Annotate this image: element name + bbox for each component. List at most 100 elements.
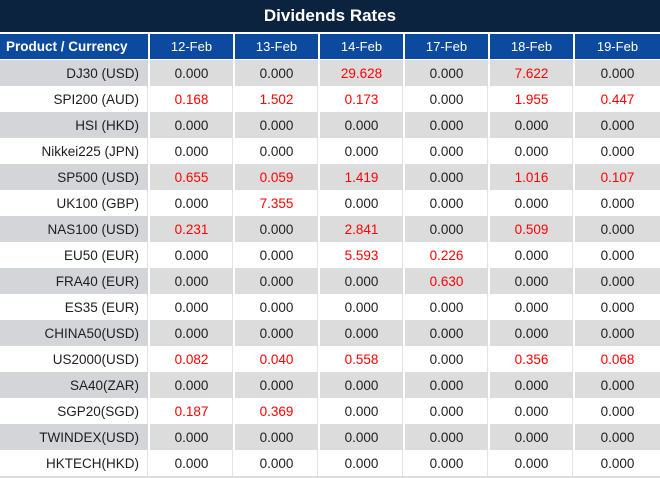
rate-value: 0.000 (490, 190, 575, 216)
product-label: EU50 (EUR) (0, 242, 150, 268)
rate-value: 0.000 (150, 450, 235, 476)
rate-value: 0.168 (150, 86, 235, 112)
table-row: ES35 (EUR) 0.000 0.000 0.000 0.000 0.000… (0, 294, 660, 320)
rate-value: 0.000 (150, 294, 235, 320)
rate-value: 0.000 (575, 138, 660, 164)
rate-value: 0.187 (150, 398, 235, 424)
rate-value: 0.000 (405, 112, 490, 138)
product-label: CHINA50(USD) (0, 320, 150, 346)
rate-value: 0.000 (235, 268, 320, 294)
table-row: HSI (HKD) 0.000 0.000 0.000 0.000 0.000 … (0, 112, 660, 138)
table-title: Dividends Rates (263, 6, 397, 25)
rate-value: 0.000 (320, 450, 405, 476)
product-label: DJ30 (USD) (0, 60, 150, 86)
product-label: SGP20(SGD) (0, 398, 150, 424)
rate-value: 0.000 (490, 424, 575, 450)
rate-value: 0.000 (405, 320, 490, 346)
product-label: SP500 (USD) (0, 164, 150, 190)
rate-value: 0.000 (575, 450, 660, 476)
rate-value: 7.622 (490, 60, 575, 86)
rate-value: 0.226 (405, 242, 490, 268)
rate-value: 2.841 (320, 216, 405, 242)
rate-value: 0.000 (235, 112, 320, 138)
product-label: ES35 (EUR) (0, 294, 150, 320)
next-row-edge (0, 476, 660, 478)
rate-value: 0.000 (405, 86, 490, 112)
rate-value: 0.000 (490, 320, 575, 346)
rate-value: 0.000 (405, 60, 490, 86)
rate-value: 0.000 (405, 164, 490, 190)
column-header-date: 19-Feb (575, 34, 660, 60)
rate-value: 0.000 (405, 424, 490, 450)
product-label: SPI200 (AUD) (0, 86, 150, 112)
table-row: SGP20(SGD) 0.187 0.369 0.000 0.000 0.000… (0, 398, 660, 424)
rate-value: 0.000 (320, 398, 405, 424)
rate-value: 0.000 (490, 294, 575, 320)
rate-value: 0.000 (150, 320, 235, 346)
product-label: HKTECH(HKD) (0, 450, 150, 476)
rate-value: 0.000 (490, 450, 575, 476)
product-label: FRA40 (EUR) (0, 268, 150, 294)
rate-value: 0.000 (235, 372, 320, 398)
rate-value: 0.000 (575, 268, 660, 294)
table-row: SA40(ZAR) 0.000 0.000 0.000 0.000 0.000 … (0, 372, 660, 398)
table-row: DJ30 (USD) 0.000 0.000 29.628 0.000 7.62… (0, 60, 660, 86)
rate-value: 0.000 (405, 138, 490, 164)
rate-value: 1.419 (320, 164, 405, 190)
rate-value: 0.000 (235, 320, 320, 346)
rate-value: 0.000 (575, 60, 660, 86)
rate-value: 0.000 (235, 60, 320, 86)
rate-value: 0.000 (575, 424, 660, 450)
rate-value: 0.000 (150, 190, 235, 216)
rate-value: 0.040 (235, 346, 320, 372)
rate-value: 0.000 (320, 424, 405, 450)
table-row: UK100 (GBP) 0.000 7.355 0.000 0.000 0.00… (0, 190, 660, 216)
rate-value: 0.000 (150, 60, 235, 86)
rate-value: 0.000 (235, 138, 320, 164)
header-row: Product / Currency 12-Feb 13-Feb 14-Feb … (0, 34, 660, 60)
table-row: FRA40 (EUR) 0.000 0.000 0.000 0.630 0.00… (0, 268, 660, 294)
rate-value: 0.000 (235, 242, 320, 268)
product-label: HSI (HKD) (0, 112, 150, 138)
table-row: HKTECH(HKD) 0.000 0.000 0.000 0.000 0.00… (0, 450, 660, 476)
rate-value: 0.000 (575, 216, 660, 242)
table-row: SPI200 (AUD) 0.168 1.502 0.173 0.000 1.9… (0, 86, 660, 112)
rate-value: 0.558 (320, 346, 405, 372)
rate-value: 0.000 (405, 346, 490, 372)
rate-value: 0.000 (150, 372, 235, 398)
product-label: SA40(ZAR) (0, 372, 150, 398)
rate-value: 0.000 (575, 320, 660, 346)
rate-value: 0.509 (490, 216, 575, 242)
rate-value: 0.000 (490, 372, 575, 398)
column-header-date: 18-Feb (490, 34, 575, 60)
rate-value: 0.068 (575, 346, 660, 372)
rate-value: 0.000 (405, 294, 490, 320)
rate-value: 0.000 (575, 294, 660, 320)
rate-value: 0.000 (150, 242, 235, 268)
rate-value: 0.000 (235, 424, 320, 450)
rate-value: 0.000 (575, 242, 660, 268)
rate-value: 0.000 (405, 398, 490, 424)
table-row: EU50 (EUR) 0.000 0.000 5.593 0.226 0.000… (0, 242, 660, 268)
column-header-date: 12-Feb (150, 34, 235, 60)
rate-value: 0.000 (235, 450, 320, 476)
rate-value: 0.000 (320, 190, 405, 216)
rate-value: 0.000 (320, 112, 405, 138)
rate-value: 0.000 (150, 112, 235, 138)
rate-value: 1.955 (490, 86, 575, 112)
rate-value: 0.655 (150, 164, 235, 190)
rate-value: 0.000 (575, 398, 660, 424)
column-header-product-currency: Product / Currency (0, 34, 150, 60)
rate-value: 1.502 (235, 86, 320, 112)
rate-value: 0.000 (150, 268, 235, 294)
rate-value: 1.016 (490, 164, 575, 190)
rate-value: 0.000 (235, 294, 320, 320)
rate-value: 0.107 (575, 164, 660, 190)
product-label: TWINDEX(USD) (0, 424, 150, 450)
rate-value: 0.000 (320, 138, 405, 164)
rate-value: 0.000 (405, 216, 490, 242)
column-header-date: 17-Feb (405, 34, 490, 60)
rate-value: 0.000 (575, 190, 660, 216)
rate-value: 5.593 (320, 242, 405, 268)
